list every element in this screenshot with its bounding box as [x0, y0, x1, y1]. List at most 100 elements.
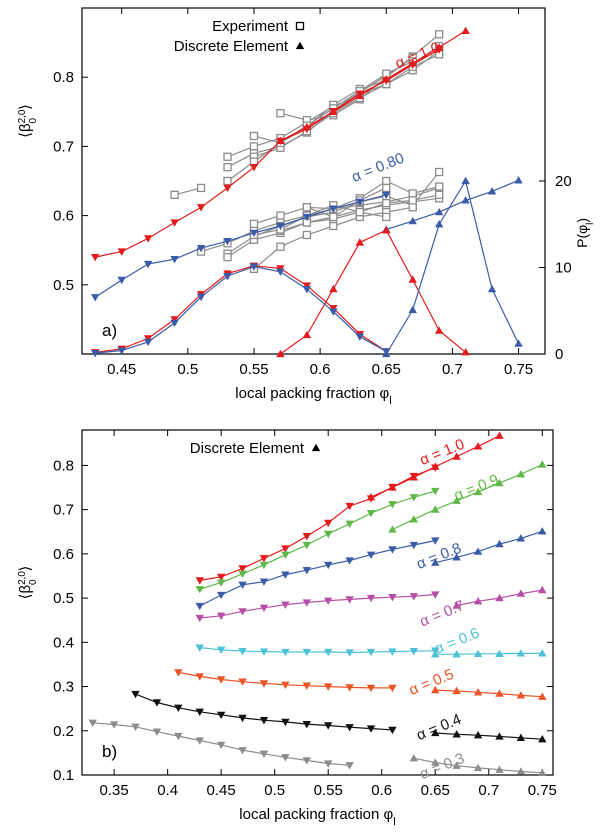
data-point-a0.8-up-5 — [538, 527, 547, 535]
data-point-dem-0.80-down-10 — [355, 198, 364, 206]
x-tick-label: 0.35 — [100, 782, 129, 799]
data-point-a0.6-down-1 — [216, 646, 226, 655]
data-point-P-1.0-up-7 — [461, 348, 470, 356]
data-point-a0.9-up-5 — [495, 478, 504, 487]
x-tick-label: 0.65 — [372, 361, 401, 378]
data-point-exp-0.8-h-1 — [329, 212, 338, 222]
y-tick-label: 0.4 — [53, 634, 74, 651]
legend-label: Discrete Element — [174, 38, 289, 55]
data-point-P-1.0-up-6 — [434, 326, 444, 334]
data-point-a0.4-down-6 — [259, 717, 269, 725]
x-tick-label: 0.5 — [264, 782, 285, 799]
data-point-a0.3-down-3 — [152, 728, 162, 736]
data-point-a0.9-up-0 — [388, 525, 397, 533]
data-point-a0.7-up-4 — [538, 585, 547, 594]
y2-axis-label: P(φl) — [574, 218, 596, 248]
data-point-a0.6-down-7 — [345, 649, 354, 657]
data-point-a1.0-down-5 — [302, 533, 311, 541]
data-point-a1.0-down-2 — [238, 565, 247, 573]
y2-tick-label: 10 — [555, 260, 572, 277]
data-point-a0.6-up-5 — [538, 649, 547, 657]
data-point-a0.6-down-0 — [195, 644, 204, 652]
data-point-dem-1.0-up-4 — [382, 75, 391, 83]
data-point-a0.9-up-2 — [431, 505, 440, 513]
data-point-a0.9-up-7 — [538, 460, 547, 468]
data-point-a0.8-down-7 — [345, 557, 354, 565]
data-point-dem-0.80-up-2 — [434, 207, 444, 216]
data-point-a0.9-down-4 — [281, 551, 290, 559]
series-line-a0.4-up — [435, 732, 543, 740]
data-point-a0.8-down-9 — [388, 546, 397, 554]
x-tick-label: 0.75 — [528, 782, 557, 799]
alpha-annotation: α = 0.3 — [417, 750, 467, 783]
data-point-exp-1.0-a-1 — [249, 142, 259, 151]
data-point-P-0.8-up-3 — [461, 176, 470, 185]
data-point-exp-1.0-c-6 — [435, 30, 444, 39]
alpha-annotation: α = 0.9 — [452, 471, 502, 504]
legend-marker — [295, 41, 305, 50]
data-point-a0.4-down-10 — [345, 724, 354, 732]
panel-label: a) — [102, 321, 117, 340]
plot-frame — [81, 7, 546, 355]
data-point-a0.4-down-2 — [174, 704, 183, 712]
data-point-exp-0.8-e-0 — [249, 219, 259, 229]
data-point-a0.9-down-0 — [195, 586, 204, 594]
data-point-a1.0-down-6 — [324, 519, 333, 528]
data-point-a0.3-down-11 — [324, 760, 333, 768]
data-point-a0.6-up-1 — [452, 650, 461, 658]
series-line-a0.8-down — [199, 540, 436, 607]
data-point-a0.4-down-1 — [152, 699, 162, 707]
series-group — [88, 431, 547, 776]
data-point-exp-0.8-g-4 — [355, 207, 364, 217]
series-line-P-0.8-down — [95, 265, 387, 354]
y-tick-label: 0.7 — [53, 502, 74, 519]
data-point-a0.7-down-0 — [195, 614, 204, 623]
x-tick-label: 0.7 — [478, 782, 499, 799]
y-tick-label: 0.5 — [53, 277, 74, 294]
data-point-dem-0.80-down-11 — [382, 191, 391, 200]
data-point-a0.5-up-2 — [473, 688, 483, 696]
data-point-dem-0.80-up-3 — [461, 196, 470, 204]
legend: Experiment Discrete Element — [174, 18, 305, 55]
data-point-exp-1.0-a-0 — [223, 152, 232, 161]
data-point-a1.0-down-4 — [281, 545, 290, 553]
alpha-annotation: α = 0.4 — [414, 711, 464, 744]
series-line-P-1.0-up — [280, 229, 466, 355]
series-line-exp-1.0-f — [227, 60, 413, 182]
data-point-a0.4-up-3 — [495, 732, 504, 740]
data-point-a0.7-down-7 — [345, 596, 354, 604]
chart-panel-1: 0.45 0.5 0.55 0.6 0.65 0.7 0.75 0.5 0.6 0.7 0.8 0 10… — [17, 7, 596, 407]
alpha-annotation: α = 0.5 — [407, 666, 457, 699]
data-point-P-0.8-down-6 — [249, 263, 259, 271]
data-point-a0.7-down-1 — [216, 612, 226, 620]
series-group — [91, 26, 523, 358]
data-point-a1.0-down-3 — [259, 555, 269, 563]
data-point-a0.7-down-8 — [366, 594, 376, 603]
data-point-a0.4-down-12 — [388, 726, 397, 735]
data-point-exp-0.8-e-7 — [435, 182, 444, 191]
series-line-P-0.8-up — [385, 179, 520, 355]
data-point-a0.7-down-3 — [259, 604, 269, 613]
data-point-a0.9-down-8 — [366, 510, 376, 518]
data-point-a0.7-up-1 — [473, 596, 483, 605]
series-line-a0.7-down — [199, 593, 436, 619]
data-point-dem-0.80-up-1 — [408, 216, 417, 225]
data-point-a0.5-down-0 — [174, 669, 183, 677]
data-point-P-1.0-up-1 — [302, 330, 312, 339]
data-point-a0.4-down-3 — [195, 708, 204, 716]
data-point-a0.9-down-6 — [324, 530, 333, 539]
data-point-dem-0.80-down-7 — [276, 222, 285, 231]
y-tick-label: 0.6 — [53, 546, 74, 563]
data-point-dem-1.0-up-7 — [461, 26, 470, 34]
plot-frame — [81, 429, 554, 776]
data-point-P-1.0-up-2 — [329, 284, 338, 293]
data-point-dem-1.0-down-5 — [223, 184, 232, 193]
data-point-a1.0-down-0 — [195, 577, 204, 585]
data-point-a0.5-up-1 — [452, 686, 461, 695]
data-point-a0.3-down-7 — [238, 747, 247, 755]
data-point-a0.8-down-6 — [324, 561, 333, 570]
data-point-a0.3-up-0 — [409, 753, 419, 762]
series-line-exp-0.8-e — [253, 180, 440, 225]
x-tick-label: 0.4 — [157, 782, 178, 799]
series-line-a0.6-up — [435, 652, 543, 655]
